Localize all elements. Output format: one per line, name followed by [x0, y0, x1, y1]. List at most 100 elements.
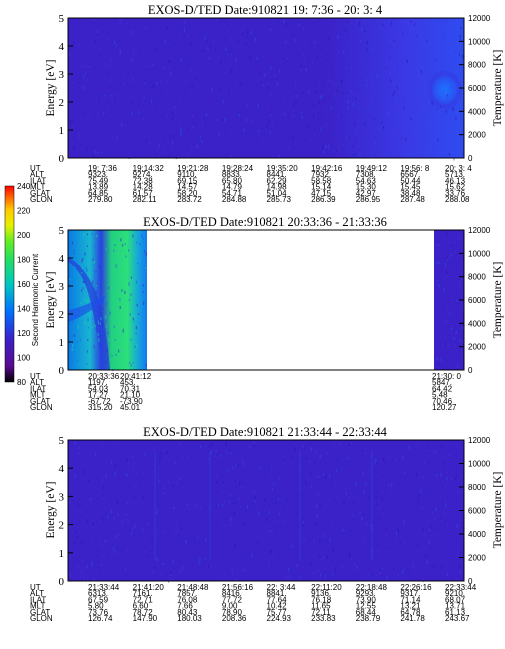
texture-speck	[196, 501, 198, 503]
texture-speck	[79, 103, 81, 106]
ephemeris-cell: 1197.	[88, 378, 107, 387]
texture-speck	[76, 536, 78, 539]
texture-speck	[113, 86, 116, 91]
texture-speck	[193, 528, 195, 530]
texture-speck	[286, 576, 288, 579]
texture-speck	[459, 38, 461, 41]
texture-speck	[218, 503, 220, 505]
texture-speck	[454, 116, 457, 120]
texture-speck	[253, 491, 255, 494]
texture-speck	[72, 42, 75, 45]
texture-speck	[86, 299, 88, 302]
texture-speck	[436, 251, 438, 255]
texture-speck	[168, 480, 170, 484]
texture-speck	[74, 522, 76, 525]
texture-speck	[314, 134, 316, 137]
texture-speck	[383, 458, 385, 462]
texture-speck	[148, 65, 150, 68]
texture-speck	[421, 40, 423, 43]
texture-speck	[334, 485, 336, 487]
texture-speck	[395, 531, 398, 536]
texture-speck	[453, 157, 455, 161]
texture-speck	[269, 38, 271, 40]
ephemeris-row-label: UT	[30, 583, 41, 592]
texture-speck	[119, 298, 121, 301]
texture-speck	[102, 485, 104, 489]
texture-speck	[86, 245, 88, 247]
texture-speck	[459, 34, 461, 38]
texture-speck	[158, 479, 160, 483]
texture-speck	[148, 69, 150, 71]
texture-speck	[108, 65, 111, 68]
texture-speck	[451, 497, 453, 499]
texture-speck	[142, 447, 144, 449]
texture-speck	[119, 36, 121, 38]
texture-speck	[141, 124, 143, 126]
texture-speck	[440, 565, 442, 569]
texture-speck	[396, 578, 399, 580]
texture-speck	[174, 106, 176, 109]
texture-speck	[179, 568, 181, 571]
texture-speck	[269, 131, 271, 135]
texture-speck	[421, 84, 423, 87]
texture-speck	[387, 112, 390, 117]
ephemeris-row-label: ALT	[30, 589, 44, 598]
texture-speck	[442, 544, 444, 548]
texture-speck	[380, 569, 382, 571]
texture-speck	[371, 527, 373, 531]
texture-speck	[226, 451, 228, 454]
texture-speck	[242, 523, 244, 527]
texture-speck	[325, 58, 327, 61]
texture-speck	[80, 302, 82, 304]
texture-speck	[405, 577, 407, 580]
texture-speck	[182, 566, 184, 569]
texture-speck	[176, 525, 178, 527]
ephemeris-cell: 75.77	[267, 608, 288, 617]
ephemeris-cell: 75.49	[88, 176, 109, 185]
texture-speck	[93, 19, 95, 21]
texture-speck	[433, 450, 435, 454]
texture-speck	[426, 560, 428, 565]
texture-speck	[355, 153, 357, 156]
texture-speck	[277, 569, 280, 571]
panel-3-ylabel: Energy [eV]	[45, 482, 57, 539]
texture-speck	[184, 537, 186, 540]
texture-speck	[348, 136, 350, 140]
texture-speck	[388, 137, 390, 142]
texture-speck	[169, 135, 171, 139]
texture-speck	[108, 287, 110, 289]
texture-speck	[278, 155, 280, 158]
texture-speck	[153, 447, 155, 452]
texture-speck	[310, 484, 312, 488]
texture-speck	[254, 495, 257, 500]
texture-speck	[143, 471, 145, 474]
ephemeris-cell: 8841.	[267, 589, 287, 598]
texture-speck	[377, 462, 379, 466]
texture-speck	[219, 60, 222, 64]
ephemeris-cell: 20:41:12	[120, 372, 152, 381]
texture-speck	[146, 477, 148, 479]
texture-speck	[156, 557, 158, 561]
texture-speck	[132, 51, 134, 55]
texture-speck	[107, 73, 109, 76]
ephemeris-cell: 9293.	[356, 589, 376, 598]
texture-speck	[144, 539, 146, 542]
texture-speck	[167, 61, 170, 63]
texture-speck	[313, 539, 315, 544]
texture-speck	[449, 509, 452, 511]
ephemeris-cell: 286.95	[356, 195, 381, 204]
texture-speck	[126, 473, 128, 477]
texture-speck	[424, 100, 426, 104]
texture-speck	[92, 527, 94, 529]
texture-speck	[223, 500, 226, 505]
texture-speck	[239, 467, 241, 470]
texture-speck	[424, 533, 426, 537]
texture-speck	[320, 573, 322, 577]
texture-speck	[320, 558, 322, 561]
texture-speck	[132, 362, 134, 364]
texture-speck	[217, 541, 219, 546]
texture-speck	[175, 80, 177, 83]
texture-speck	[357, 74, 359, 76]
texture-speck	[317, 533, 319, 536]
texture-speck	[316, 504, 318, 509]
